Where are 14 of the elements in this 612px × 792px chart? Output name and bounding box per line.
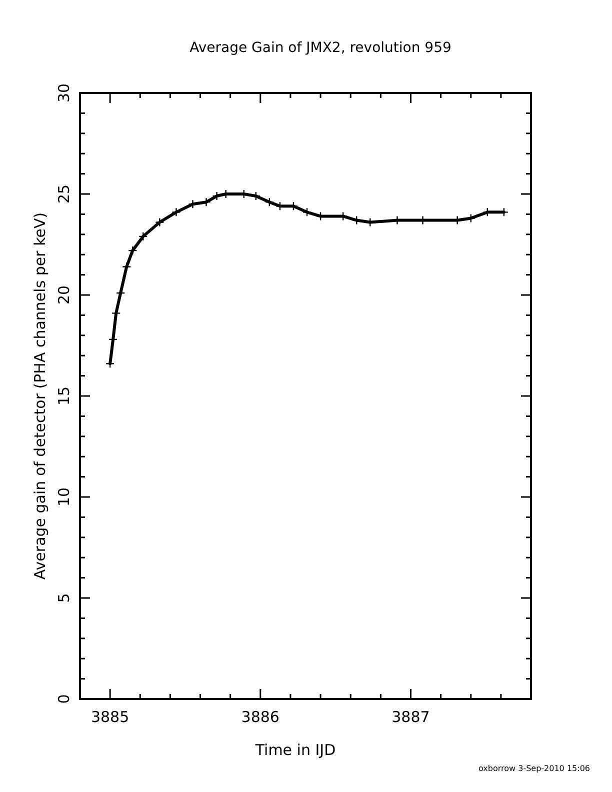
y-tick-label: 10: [55, 487, 73, 507]
y-tick-label: 0: [55, 694, 73, 704]
y-tick-label: 5: [55, 593, 73, 603]
y-tick-label: 30: [55, 83, 73, 103]
x-tick-label: 3886: [241, 708, 280, 726]
y-tick-label: 15: [55, 386, 73, 406]
x-tick-label: 3885: [90, 708, 130, 726]
y-tick-label: 25: [55, 184, 73, 204]
x-tick-label: 3887: [392, 708, 430, 726]
x-axis-title: Time in IJD: [254, 741, 336, 759]
chart-title: Average Gain of JMX2, revolution 959: [190, 40, 452, 56]
y-axis-title: Average gain of detector (PHA channels per keV): [31, 212, 49, 580]
text: oxborrow 3-Sep-2010 15:06: [478, 764, 590, 773]
y-tick-label: 20: [55, 285, 73, 305]
